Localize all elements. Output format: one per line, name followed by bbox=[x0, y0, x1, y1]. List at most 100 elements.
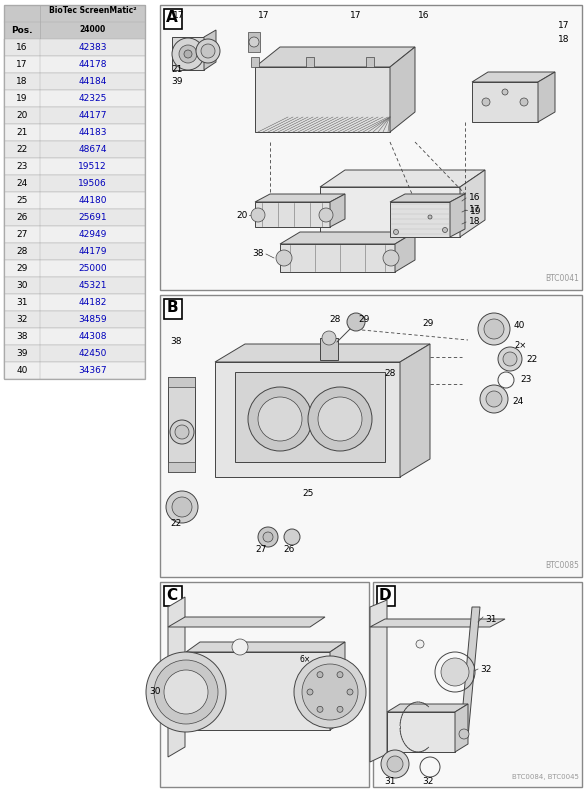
Text: 28: 28 bbox=[384, 370, 396, 379]
Circle shape bbox=[175, 425, 189, 439]
Bar bbox=[4, 277, 145, 294]
Text: 24: 24 bbox=[16, 179, 27, 188]
Text: BTC0085: BTC0085 bbox=[545, 561, 579, 570]
Text: 44308: 44308 bbox=[78, 332, 107, 341]
Text: 39: 39 bbox=[171, 78, 182, 86]
Polygon shape bbox=[450, 194, 465, 237]
Polygon shape bbox=[370, 619, 505, 627]
Bar bbox=[4, 345, 145, 362]
Circle shape bbox=[258, 527, 278, 547]
Polygon shape bbox=[387, 704, 468, 712]
Bar bbox=[4, 328, 145, 345]
Text: 17: 17 bbox=[350, 10, 361, 20]
Bar bbox=[4, 311, 145, 328]
Circle shape bbox=[318, 397, 362, 441]
Polygon shape bbox=[168, 597, 185, 757]
Bar bbox=[4, 73, 145, 90]
Text: 31: 31 bbox=[16, 298, 28, 307]
Bar bbox=[245, 32, 425, 142]
Bar bbox=[160, 5, 582, 290]
Text: BTC0084, BTC0045: BTC0084, BTC0045 bbox=[512, 774, 579, 780]
Circle shape bbox=[503, 352, 517, 366]
Text: 17: 17 bbox=[469, 205, 481, 215]
Bar bbox=[230, 362, 405, 467]
Text: 21: 21 bbox=[171, 64, 182, 74]
Bar bbox=[251, 57, 259, 67]
Circle shape bbox=[170, 420, 194, 444]
Circle shape bbox=[258, 397, 302, 441]
Text: 42383: 42383 bbox=[78, 43, 107, 52]
Circle shape bbox=[232, 639, 248, 655]
Polygon shape bbox=[538, 72, 555, 122]
Text: 44183: 44183 bbox=[78, 128, 107, 137]
Circle shape bbox=[322, 331, 336, 345]
Polygon shape bbox=[168, 617, 325, 627]
Text: 44184: 44184 bbox=[78, 77, 107, 86]
Circle shape bbox=[319, 208, 333, 222]
Bar bbox=[168, 377, 195, 387]
Polygon shape bbox=[330, 642, 345, 730]
Text: 28: 28 bbox=[16, 247, 27, 256]
Polygon shape bbox=[460, 607, 480, 737]
Circle shape bbox=[317, 672, 323, 678]
Circle shape bbox=[520, 98, 528, 106]
Circle shape bbox=[441, 658, 469, 686]
Text: 22: 22 bbox=[16, 145, 27, 154]
Polygon shape bbox=[320, 170, 485, 187]
Text: 29: 29 bbox=[422, 319, 434, 329]
Circle shape bbox=[201, 44, 215, 58]
Text: 29: 29 bbox=[358, 315, 369, 325]
Circle shape bbox=[276, 250, 292, 266]
Text: 16: 16 bbox=[469, 193, 481, 203]
Circle shape bbox=[337, 706, 343, 712]
Circle shape bbox=[172, 497, 192, 517]
Text: 6×: 6× bbox=[300, 654, 311, 664]
Text: 24000: 24000 bbox=[79, 25, 106, 34]
Polygon shape bbox=[370, 600, 387, 762]
Text: 32: 32 bbox=[480, 664, 491, 673]
Text: 19512: 19512 bbox=[78, 162, 107, 171]
Text: 34367: 34367 bbox=[78, 366, 107, 375]
Polygon shape bbox=[280, 244, 395, 272]
Circle shape bbox=[294, 656, 366, 728]
Text: 30: 30 bbox=[16, 281, 28, 290]
Bar bbox=[4, 226, 145, 243]
Circle shape bbox=[172, 38, 204, 70]
Bar bbox=[4, 260, 145, 277]
Bar bbox=[366, 57, 374, 67]
Text: 27: 27 bbox=[255, 546, 267, 554]
Circle shape bbox=[251, 208, 265, 222]
Polygon shape bbox=[255, 47, 415, 67]
Text: Pos.: Pos. bbox=[11, 26, 33, 35]
Polygon shape bbox=[186, 642, 345, 652]
Text: 42949: 42949 bbox=[78, 230, 107, 239]
Text: 22: 22 bbox=[170, 520, 181, 528]
Circle shape bbox=[416, 640, 424, 648]
Polygon shape bbox=[168, 377, 195, 472]
Bar bbox=[4, 175, 145, 192]
Circle shape bbox=[498, 347, 522, 371]
Text: 21: 21 bbox=[16, 128, 27, 137]
Text: 16: 16 bbox=[16, 43, 28, 52]
Text: BioTec ScreenMatic²: BioTec ScreenMatic² bbox=[48, 6, 136, 16]
Text: 42325: 42325 bbox=[78, 94, 107, 103]
Polygon shape bbox=[387, 712, 455, 752]
Circle shape bbox=[166, 491, 198, 523]
Bar bbox=[160, 295, 582, 577]
Circle shape bbox=[317, 706, 323, 712]
Text: 38: 38 bbox=[252, 249, 264, 258]
Circle shape bbox=[347, 313, 365, 331]
Text: 29: 29 bbox=[16, 264, 27, 273]
Text: 31: 31 bbox=[384, 776, 396, 786]
Bar bbox=[248, 155, 568, 285]
Bar bbox=[4, 362, 145, 379]
Text: D: D bbox=[378, 588, 391, 603]
Text: 25: 25 bbox=[16, 196, 27, 205]
Bar bbox=[4, 294, 145, 311]
Circle shape bbox=[459, 729, 469, 739]
Bar bbox=[4, 158, 145, 175]
Polygon shape bbox=[172, 37, 204, 70]
Bar bbox=[168, 462, 195, 472]
Circle shape bbox=[394, 230, 398, 234]
Circle shape bbox=[387, 756, 403, 772]
